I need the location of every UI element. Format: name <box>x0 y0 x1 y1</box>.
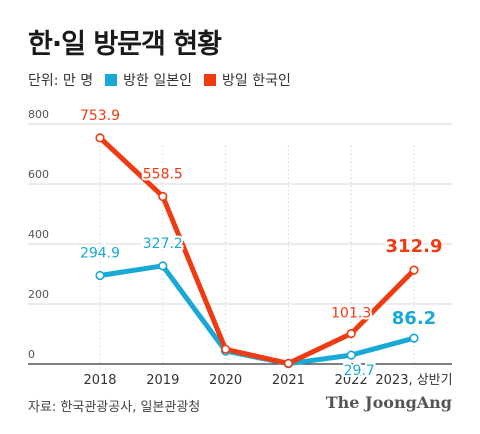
point-s1-1 <box>158 191 168 202</box>
y-tick-label-800: 800 <box>28 108 49 121</box>
point-s0-5 <box>409 333 419 343</box>
point-s1-2 <box>221 344 231 354</box>
series-line-1 <box>97 135 417 366</box>
x-tick-label-5: 2023, 상반기 <box>375 373 452 388</box>
legend-swatch-korean <box>204 74 216 86</box>
point-s0-1 <box>158 261 168 271</box>
legend-swatch-japanese <box>105 74 118 86</box>
x-tick-label-0: 2018 <box>83 373 116 388</box>
data-label-s1-1: 558.5 <box>143 166 183 182</box>
x-tick-label-2: 2020 <box>209 373 242 388</box>
data-label-s0-5: 86.2 <box>392 308 436 329</box>
chart-title: 한·일 방문객 현황 <box>28 29 222 60</box>
point-s1-0 <box>95 133 105 143</box>
legend-label-korean: 방일 한국인 <box>222 73 291 89</box>
unit-label: 단위: 만 명 <box>28 73 94 89</box>
data-label-s0-4: 29.7 <box>344 363 375 379</box>
y-tick-label-0: 0 <box>28 348 35 361</box>
legend-label-japanese: 방한 일본인 <box>123 73 192 89</box>
point-s0-0 <box>95 270 105 281</box>
data-label-s0-0: 294.9 <box>80 246 120 262</box>
data-label-s1-5: 312.9 <box>386 236 443 257</box>
point-s0-4 <box>346 350 356 360</box>
source-note: 자료: 한국관광공사, 일본관광청 <box>28 400 201 415</box>
point-s1-5 <box>409 265 419 275</box>
brand-logo: The JoongAng <box>325 393 452 412</box>
legend: 단위: 만 명 방한 일본인 방일 한국인 <box>28 70 291 90</box>
y-tick-label-200: 200 <box>28 288 49 301</box>
point-s1-4 <box>346 329 356 339</box>
x-tick-label-1: 2019 <box>146 373 179 388</box>
data-label-s1-0: 753.9 <box>80 108 120 124</box>
x-tick-label-3: 2021 <box>272 373 305 388</box>
y-tick-label-400: 400 <box>28 228 49 241</box>
point-s1-3 <box>283 358 294 369</box>
data-label-s0-1: 327.2 <box>143 236 183 252</box>
data-label-s1-4: 101.3 <box>331 306 371 322</box>
y-tick-label-600: 600 <box>28 168 49 181</box>
x-tick-label-4: 2022 <box>335 373 368 388</box>
